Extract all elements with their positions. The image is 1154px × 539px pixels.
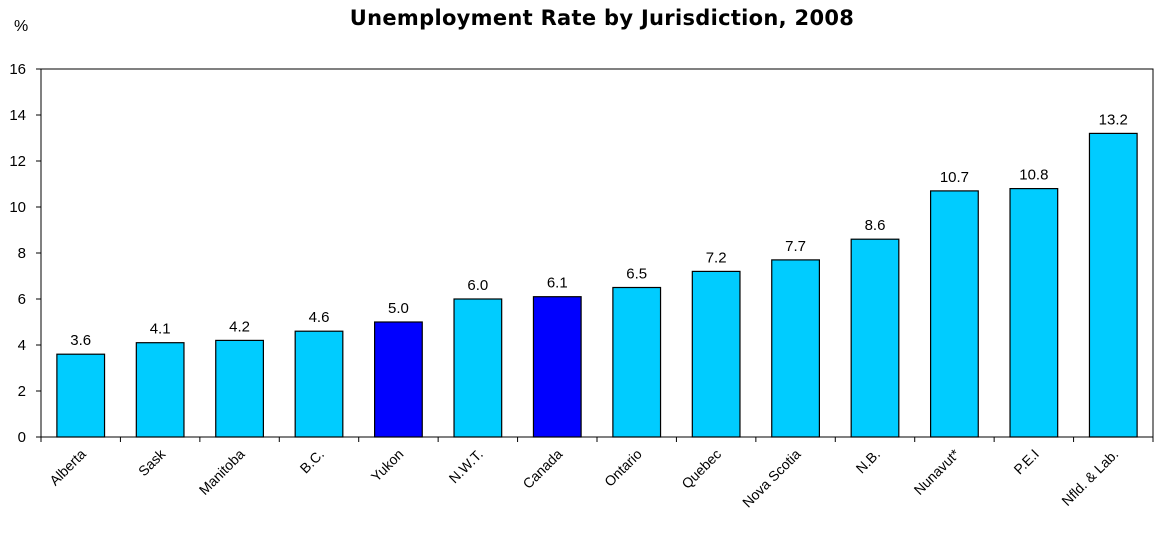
x-tick-label: N.B.: [853, 446, 884, 477]
bar-sask: [135, 342, 185, 438]
y-tick-label: 14: [9, 107, 26, 124]
bar-manitoba: [215, 339, 265, 438]
bar-value-label: 7.7: [785, 238, 806, 255]
bar-quebec: [691, 270, 741, 438]
x-tick-label: N.W.T.: [446, 446, 486, 486]
x-tick-label: Yukon: [368, 446, 407, 485]
x-tick-label: Ontario: [601, 446, 645, 490]
x-tick-label: Alberta: [46, 446, 89, 489]
bar-yukon: [374, 321, 423, 438]
bar-canada: [532, 296, 582, 438]
x-tick-label: Nfld. & Lab.: [1058, 446, 1121, 509]
y-tick-label: 16: [9, 61, 26, 78]
y-tick-label: 6: [18, 291, 26, 308]
bar-nova-scotia: [771, 259, 821, 438]
y-tick-label: 2: [18, 383, 26, 400]
bar-nfld-lab: [1088, 132, 1138, 438]
bar-p-e-i: [1009, 188, 1059, 438]
bar-value-label: 6.1: [547, 275, 568, 292]
bar-value-label: 4.6: [309, 309, 330, 326]
y-tick-label: 10: [9, 199, 26, 216]
x-tick-label: Canada: [519, 446, 565, 492]
bar-value-label: 4.1: [150, 321, 171, 338]
y-tick-label: 12: [9, 153, 26, 170]
x-tick-label: Sask: [135, 445, 169, 479]
bar-n-b: [850, 238, 900, 438]
y-tick-label: 0: [18, 429, 26, 446]
x-tick-label: Nunavut*: [911, 445, 963, 497]
bar-value-label: 4.2: [229, 318, 250, 335]
bar-value-label: 6.5: [626, 266, 647, 283]
bar-nunavut: [929, 190, 979, 438]
bar-value-label: 3.6: [70, 332, 91, 349]
bar-value-label: 13.2: [1099, 111, 1128, 128]
bar-ontario: [612, 286, 662, 438]
plot-frame: [40, 68, 1154, 438]
x-tick-label: Manitoba: [196, 446, 248, 498]
x-tick-label: P.E.I: [1010, 446, 1041, 477]
bar-n-w-t: [453, 298, 503, 438]
bar-value-label: 10.8: [1019, 167, 1048, 184]
y-axis-unit-label: %: [14, 18, 29, 35]
y-tick-label: 4: [18, 337, 26, 354]
bar-b-c: [294, 330, 344, 438]
x-tick-label: Quebec: [678, 446, 724, 492]
x-tick-label: Nova Scotia: [739, 446, 804, 511]
x-tick-label: B.C.: [297, 446, 328, 477]
bar-value-label: 5.0: [388, 300, 409, 317]
bar-value-label: 7.2: [706, 249, 727, 266]
bar-value-label: 6.0: [467, 277, 488, 294]
bar-value-label: 10.7: [940, 169, 969, 186]
bar-alberta: [56, 353, 106, 438]
bar-value-label: 8.6: [865, 217, 886, 234]
y-tick-label: 8: [18, 245, 26, 262]
chart-title: Unemployment Rate by Jurisdiction, 2008: [349, 6, 855, 30]
